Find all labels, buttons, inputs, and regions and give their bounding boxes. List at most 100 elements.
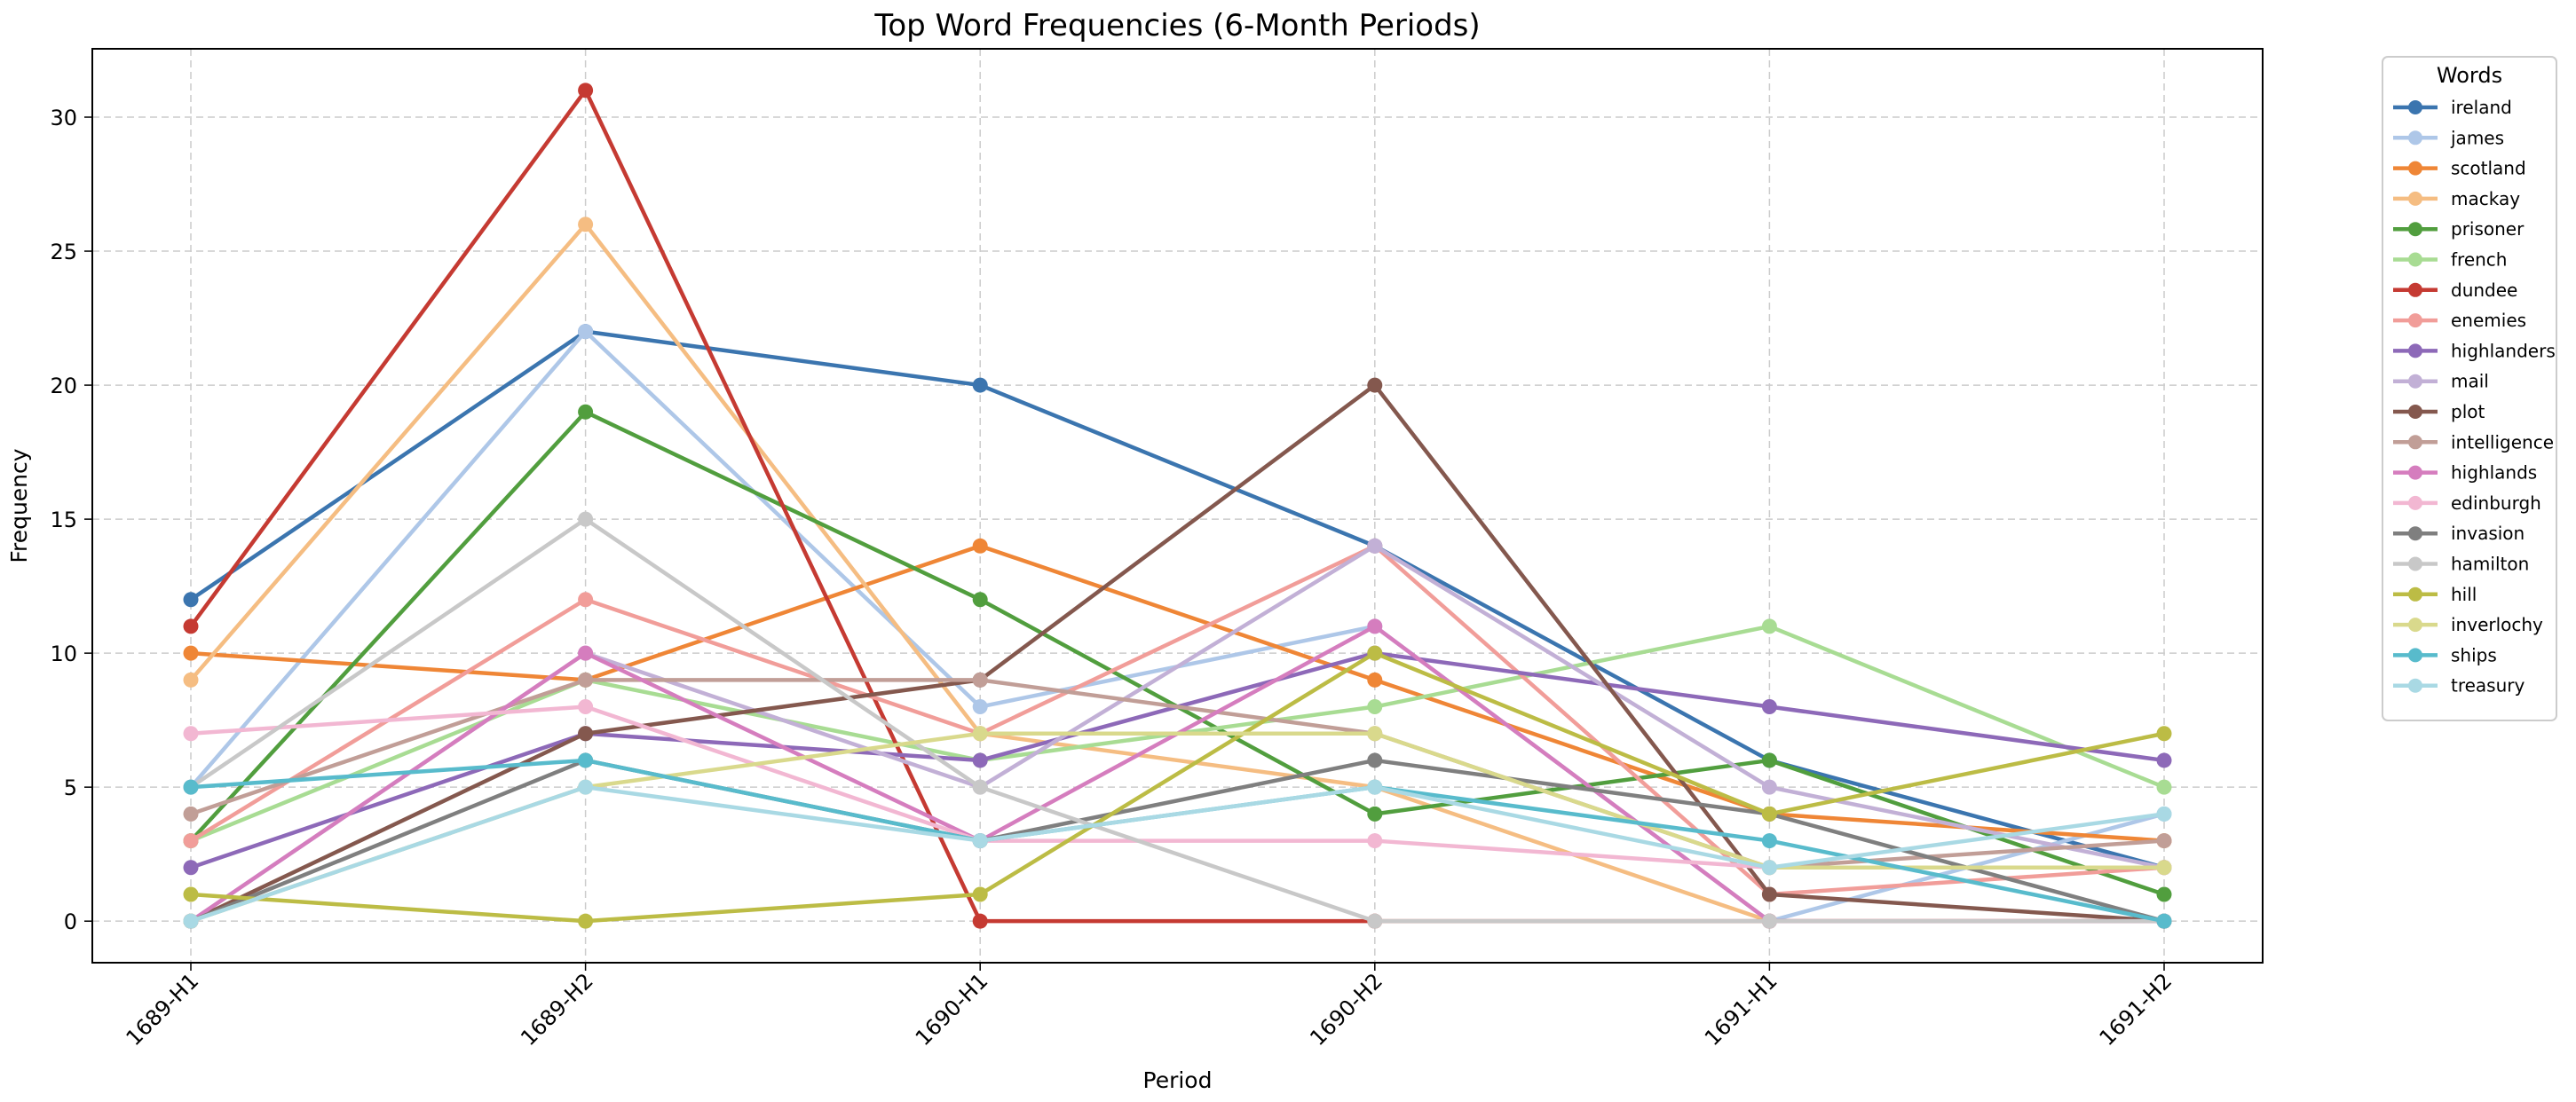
series-line-scotland [188,544,2167,843]
legend: Words ireland james scotland mackay prisoner f… [2382,56,2557,721]
data-point-scotland [183,645,199,661]
legend-item-french: french [2393,249,2507,271]
legend-label: ireland [2451,97,2512,118]
legend-item-highlands: highlands [2393,462,2537,484]
data-point-ireland [183,592,199,608]
y-tick-label: 15 [50,508,77,532]
legend-swatch-marker [2408,222,2422,237]
y-tick-label: 10 [50,642,77,666]
legend-label: highlands [2451,462,2537,484]
data-point-edinburgh [183,726,199,742]
data-point-intelligence [578,672,594,688]
data-point-enemies [183,833,199,849]
legend-swatch-marker [2408,586,2422,602]
data-point-french [1367,699,1383,715]
legend-item-mackay: mackay [2393,188,2520,209]
y-axis-label: Frequency [6,448,32,563]
series-line-intelligence [188,678,2167,870]
data-point-scotland [972,538,988,554]
data-point-treasury [183,913,199,929]
legend-label: edinburgh [2451,492,2541,514]
legend-swatch-marker [2408,648,2422,663]
legend-label: dundee [2451,279,2517,301]
data-point-ships [183,779,199,795]
legend-label: treasury [2451,675,2525,697]
legend-item-dundee: dundee [2393,279,2517,301]
legend-label: french [2451,249,2507,271]
data-point-intelligence [2156,833,2172,849]
y-tick-label: 20 [50,374,77,398]
data-point-ships [1761,833,1777,849]
data-point-ships [578,752,594,768]
data-point-plot [1761,886,1777,902]
series-line-invasion [188,758,2167,924]
y-tick-label: 0 [64,909,77,934]
legend-label: hamilton [2451,554,2529,575]
data-point-highlanders [2156,752,2172,768]
data-point-hamilton [972,779,988,795]
legend-item-plot: plot [2393,401,2485,422]
data-point-dundee [183,618,199,634]
data-point-plot [1367,377,1383,393]
legend-item-inverlochy: inverlochy [2393,614,2543,635]
plot-frame [91,48,2264,964]
y-tick-label: 30 [50,106,77,130]
y-tick-label: 5 [64,775,77,800]
legend-title: Words [2437,63,2502,88]
data-point-hill [183,886,199,902]
y-tick-label: 25 [50,240,77,264]
legend-swatch-marker [2408,252,2422,267]
data-point-highlands [578,645,594,661]
legend-swatch-marker [2408,282,2422,297]
legend-item-hamilton: hamilton [2393,554,2529,575]
legend-label: scotland [2451,158,2526,179]
legend-label: mackay [2451,188,2520,209]
data-point-enemies [578,592,594,608]
legend-swatch-marker [2408,343,2422,358]
data-point-mackay [578,216,594,232]
data-point-james [972,699,988,715]
data-point-french [1761,618,1777,634]
legend-item-mail: mail [2393,371,2489,392]
legend-item-hill: hill [2393,584,2477,605]
data-point-intelligence [972,672,988,688]
data-point-edinburgh [1367,833,1383,849]
data-point-edinburgh [578,699,594,715]
data-point-hamilton [1761,913,1777,929]
legend-swatch-marker [2408,526,2422,541]
data-point-intelligence [183,806,199,822]
data-point-prisoner [1761,752,1777,768]
data-point-hill [1761,806,1777,822]
data-point-prisoner [972,592,988,608]
legend-label: intelligence [2451,431,2554,453]
data-point-ships [2156,913,2172,929]
legend-item-ships: ships [2393,644,2497,665]
legend-swatch-marker [2408,465,2422,480]
legend-item-edinburgh: edinburgh [2393,492,2541,514]
legend-item-highlanders: highlanders [2393,340,2556,361]
series-line-ireland [188,329,2167,870]
legend-label: inverlochy [2451,614,2543,635]
data-point-hamilton [1367,913,1383,929]
data-point-treasury [2156,806,2172,822]
data-point-highlands [1367,618,1383,634]
data-point-dundee [972,913,988,929]
data-point-ireland [972,377,988,393]
legend-label: hill [2451,584,2477,605]
legend-label: enemies [2451,310,2526,331]
legend-label: james [2450,127,2504,148]
legend-label: highlanders [2451,340,2556,361]
data-point-mail [1367,538,1383,554]
legend-item-intelligence: intelligence [2393,431,2554,453]
data-point-treasury [1761,860,1777,876]
data-point-treasury [1367,779,1383,795]
legend-item-invasion: invasion [2393,523,2525,544]
data-point-dundee [578,83,594,98]
data-point-inverlochy [972,726,988,742]
legend-item-enemies: enemies [2393,310,2526,331]
legend-label: mail [2451,371,2489,392]
data-point-highlanders [972,752,988,768]
data-point-inverlochy [1367,726,1383,742]
legend-swatch-marker [2408,191,2422,206]
